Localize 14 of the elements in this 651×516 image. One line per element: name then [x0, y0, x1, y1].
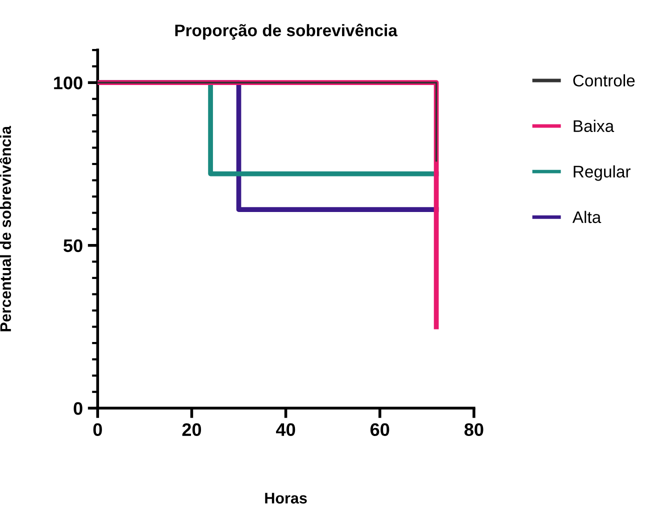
x-tick-label: 40 — [276, 423, 296, 436]
x-axis-title: Horas — [265, 492, 307, 504]
x-tick-label: 0 — [93, 423, 102, 436]
legend-label: Alta — [572, 210, 602, 224]
chart-title: Proporção de sobrevivência — [175, 24, 398, 40]
y-tick-label: 100 — [54, 76, 82, 90]
y-tick-label: 0 — [74, 402, 82, 415]
x-tick-label: 80 — [464, 423, 484, 436]
legend-label: Baixa — [574, 120, 614, 132]
y-tick-label: 50 — [64, 239, 82, 252]
x-tick-label: 20 — [182, 423, 202, 436]
x-tick-label: 60 — [370, 423, 390, 436]
legend-label: Controle — [573, 74, 635, 86]
legend-label: Regular — [574, 165, 631, 181]
